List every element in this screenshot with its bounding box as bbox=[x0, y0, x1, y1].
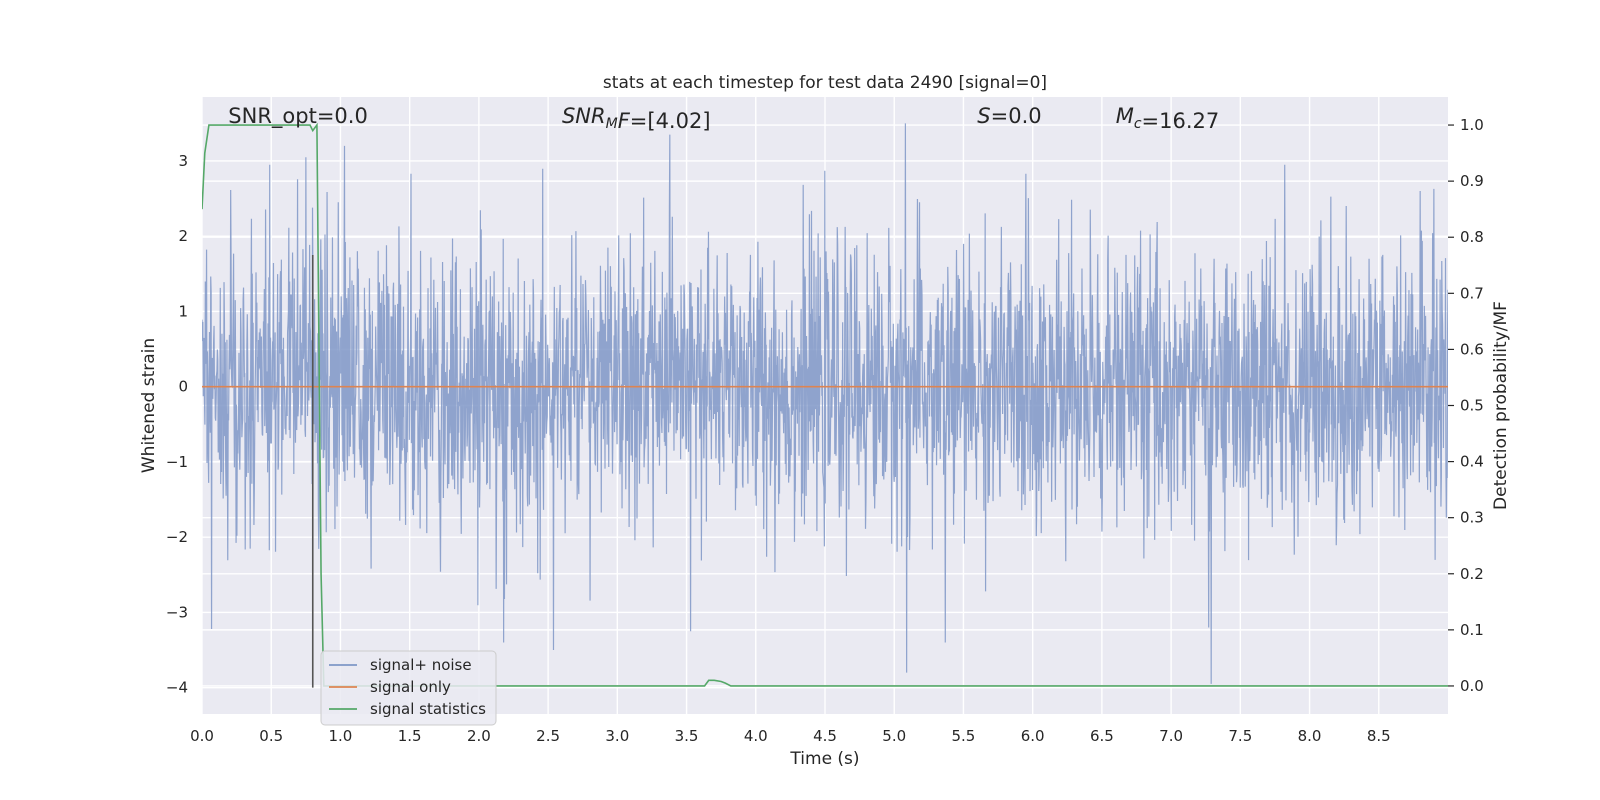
y2-tick-label: 0.6 bbox=[1460, 340, 1484, 358]
x-tick-label: 5.5 bbox=[952, 727, 976, 745]
annotation-part: c bbox=[1134, 116, 1142, 132]
x-tick-label: 6.5 bbox=[1090, 727, 1114, 745]
x-tick-label: 2.0 bbox=[467, 727, 491, 745]
annotation-part: F bbox=[618, 109, 631, 133]
x-tick-label: 1.5 bbox=[398, 727, 422, 745]
x-tick-label: 7.5 bbox=[1228, 727, 1252, 745]
annotation-part: =0.0 bbox=[991, 104, 1042, 128]
x-axis-label: Time (s) bbox=[789, 749, 859, 769]
y-tick-label: 1 bbox=[178, 302, 188, 320]
annotation-3: Mc=16.27 bbox=[1116, 104, 1220, 133]
y2-tick-label: 0.3 bbox=[1460, 509, 1484, 527]
annotation-part: M bbox=[1116, 104, 1134, 128]
x-tick-label: 3.5 bbox=[675, 727, 699, 745]
y-tick-label: 3 bbox=[178, 152, 188, 170]
x-axis-ticks: 0.0 0.5 1.0 1.5 2.0 2.5 3.0 3.5 4.0 4.5 5.0 5.5 6.0 6… bbox=[190, 727, 1391, 745]
x-tick-label: 0.5 bbox=[259, 727, 283, 745]
y2-tick-label: 0.2 bbox=[1460, 565, 1484, 583]
annotation-part: =[4.02] bbox=[630, 109, 711, 133]
legend-box bbox=[320, 650, 497, 726]
x-tick-label: 3.0 bbox=[605, 727, 629, 745]
y2-tick-label: 0.5 bbox=[1460, 397, 1484, 415]
annotation-part: S bbox=[977, 104, 990, 128]
y-tick-label: 2 bbox=[178, 227, 188, 245]
y2-tick-label: 0.4 bbox=[1460, 453, 1484, 471]
y-tick-label: −1 bbox=[166, 453, 188, 471]
y-tick-label: −3 bbox=[166, 603, 188, 621]
annotation-1: SNRMF=[4.02] bbox=[562, 104, 711, 133]
annotation-part: =16.27 bbox=[1142, 109, 1220, 133]
annotation-part: SNR bbox=[562, 104, 606, 128]
annotation-2: S=0.0 bbox=[977, 104, 1041, 128]
annotation-part: M bbox=[606, 116, 618, 132]
series-line-signal-noise bbox=[202, 123, 1448, 684]
series-line-signal-statistics bbox=[202, 122, 1448, 687]
legend: signal+ noise signal only signal statistic… bbox=[320, 650, 497, 726]
legend-entry: signal statistics bbox=[370, 700, 486, 718]
y2-axis-label: Detection probability/MF bbox=[1491, 301, 1511, 510]
x-tick-label: 4.0 bbox=[744, 727, 768, 745]
y-tick-label: −4 bbox=[166, 679, 188, 697]
y-axis-ticks: −4 −3 −2 −1 0 1 2 3 bbox=[166, 152, 188, 697]
y-tick-label: 0 bbox=[178, 378, 188, 396]
y2-tick-label: 0.9 bbox=[1460, 172, 1484, 190]
annotations: SNR_opt=0.0 SNRMF=[4.02] S=0.0 Mc=16.27 bbox=[228, 104, 1219, 133]
y2-axis-ticks: 0.0 0.1 0.2 0.3 0.4 0.5 0.6 0.7 0.8 0.9 1.0 bbox=[1448, 116, 1484, 695]
x-tick-label: 0.0 bbox=[190, 727, 214, 745]
y2-tick-label: 0.7 bbox=[1460, 284, 1484, 302]
series-layer bbox=[202, 122, 1448, 688]
x-tick-label: 1.0 bbox=[329, 727, 353, 745]
y2-tick-label: 1.0 bbox=[1460, 116, 1484, 134]
x-tick-label: 8.0 bbox=[1298, 727, 1322, 745]
x-tick-label: 2.5 bbox=[536, 727, 560, 745]
y2-tick-label: 0.0 bbox=[1460, 677, 1484, 695]
x-tick-label: 7.0 bbox=[1159, 727, 1183, 745]
x-tick-label: 5.0 bbox=[882, 727, 906, 745]
x-tick-label: 6.0 bbox=[1021, 727, 1045, 745]
legend-entry: signal only bbox=[370, 678, 451, 696]
y-tick-label: −2 bbox=[166, 528, 188, 546]
legend-entry: signal+ noise bbox=[370, 656, 472, 674]
x-tick-label: 4.5 bbox=[813, 727, 837, 745]
annotation-part: SNR_opt=0.0 bbox=[228, 104, 368, 129]
chart-title: stats at each timestep for test data 249… bbox=[603, 73, 1047, 93]
annotation-0: SNR_opt=0.0 bbox=[228, 104, 368, 129]
y2-tick-label: 0.1 bbox=[1460, 621, 1484, 639]
y2-tick-label: 0.8 bbox=[1460, 228, 1484, 246]
y-axis-label: Whitened strain bbox=[139, 338, 159, 473]
x-tick-label: 8.5 bbox=[1367, 727, 1391, 745]
